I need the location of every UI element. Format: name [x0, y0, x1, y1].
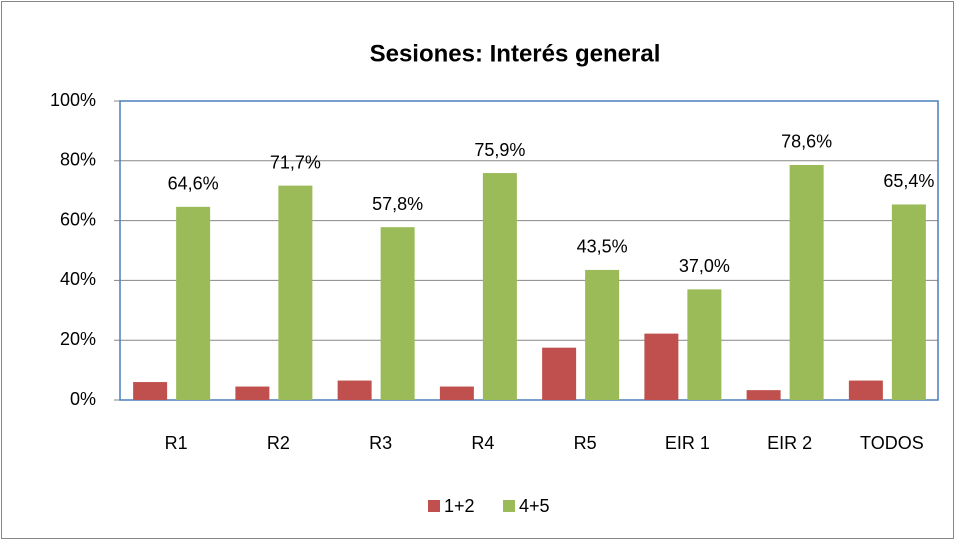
- bar: [380, 227, 415, 400]
- legend-label: 4+5: [519, 496, 550, 516]
- chart-title: Sesiones: Interés general: [370, 40, 661, 67]
- x-tick-label: TODOS: [860, 433, 924, 453]
- x-tick-label: R1: [165, 433, 188, 453]
- bar: [542, 347, 577, 400]
- x-tick-label: EIR 1: [665, 433, 710, 453]
- bar: [482, 173, 517, 400]
- x-tick-label: R2: [267, 433, 290, 453]
- bar: [235, 386, 270, 400]
- bar: [789, 164, 824, 400]
- y-tick-label: 60%: [60, 209, 96, 229]
- data-label: 37,0%: [679, 256, 730, 276]
- bar: [891, 204, 926, 400]
- x-tick-label: R5: [574, 433, 597, 453]
- data-label: 57,8%: [372, 194, 423, 214]
- data-label: 64,6%: [168, 174, 219, 194]
- bar: [746, 390, 781, 400]
- bar: [848, 380, 883, 400]
- x-tick-label: R3: [369, 433, 392, 453]
- data-label: 65,4%: [883, 171, 934, 191]
- bar: [585, 269, 620, 400]
- bar: [337, 380, 372, 400]
- bar: [278, 185, 313, 400]
- data-label: 75,9%: [474, 140, 525, 160]
- bar: [687, 289, 722, 400]
- y-tick-label: 0%: [70, 389, 96, 409]
- y-tick-label: 40%: [60, 269, 96, 289]
- legend-swatch: [428, 500, 440, 512]
- bar: [439, 386, 474, 400]
- bar: [176, 206, 211, 400]
- bar: [644, 333, 679, 400]
- plot-area-border: [119, 100, 939, 401]
- y-tick-label: 20%: [60, 329, 96, 349]
- y-tick-label: 100%: [50, 90, 96, 110]
- x-tick-label: EIR 2: [767, 433, 812, 453]
- y-tick-label: 80%: [60, 150, 96, 170]
- legend-swatch: [503, 500, 515, 512]
- bar: [133, 382, 168, 400]
- data-label: 43,5%: [577, 237, 628, 257]
- x-tick-label: R4: [471, 433, 494, 453]
- data-label: 71,7%: [270, 152, 321, 172]
- legend-label: 1+2: [444, 496, 475, 516]
- data-label: 78,6%: [781, 132, 832, 152]
